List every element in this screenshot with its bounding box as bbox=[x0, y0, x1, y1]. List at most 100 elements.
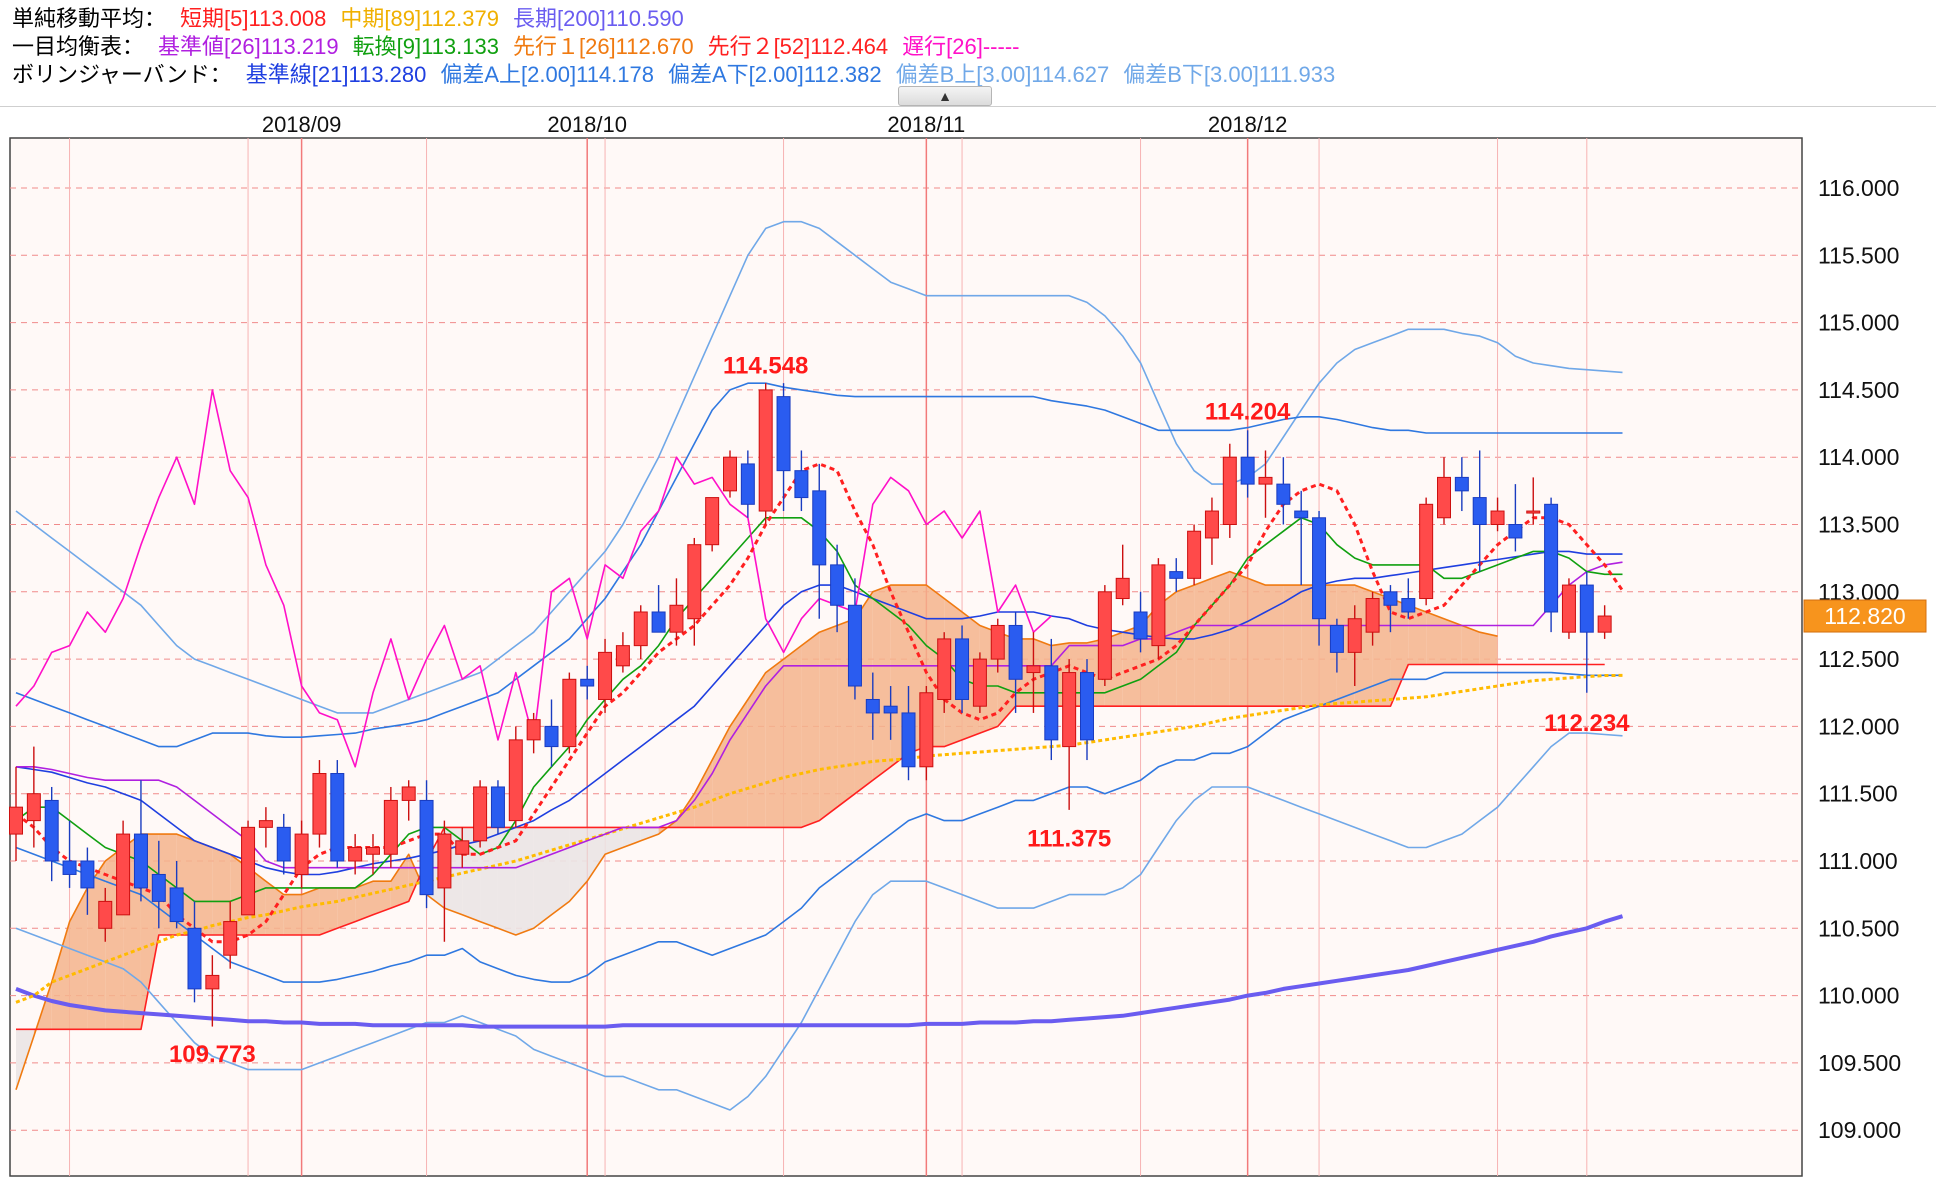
cloud-segment bbox=[194, 840, 213, 936]
price-chart[interactable]: 2018/09 2018/10 2018/11 2018/12 116.000 115.… bbox=[0, 108, 1936, 1186]
candle-body bbox=[1597, 615, 1612, 633]
current-price-tag: 112.820 bbox=[1803, 599, 1927, 633]
candle-body bbox=[526, 719, 541, 741]
candle-body bbox=[1044, 665, 1059, 741]
candle-body bbox=[151, 873, 166, 902]
bb-b-up-label: 偏差B上[3.00]114.627 bbox=[895, 62, 1110, 87]
senkou1-label: 先行１[26]112.670 bbox=[512, 34, 694, 59]
candle-body bbox=[794, 470, 809, 499]
candle-body bbox=[366, 847, 380, 855]
candle-body bbox=[562, 678, 577, 748]
candle-body bbox=[1472, 497, 1487, 525]
cloud-segment bbox=[587, 827, 606, 882]
candle-body bbox=[687, 544, 702, 620]
y-tick-label: 111.000 bbox=[1818, 848, 1898, 874]
ichimoku-legend-title: 一目均衡表： bbox=[12, 34, 145, 59]
candle-body bbox=[955, 638, 970, 700]
candle-body bbox=[1419, 503, 1434, 600]
cloud-segment bbox=[1408, 605, 1427, 665]
candle-body bbox=[62, 860, 77, 875]
senkou-span-a-line bbox=[15, 570, 1498, 1091]
cloud-segment bbox=[819, 625, 838, 821]
candle-body bbox=[276, 826, 291, 862]
cloud-segment bbox=[872, 585, 891, 781]
candle-body bbox=[1294, 510, 1309, 519]
candle-body bbox=[1347, 618, 1362, 653]
sma-legend-title: 単純移動平均： bbox=[12, 6, 167, 31]
candle-body bbox=[1276, 483, 1291, 505]
candles bbox=[9, 383, 1612, 1027]
candle-body bbox=[1454, 476, 1469, 492]
candle-body bbox=[830, 564, 845, 606]
cloud-segment bbox=[765, 659, 784, 828]
candle-body bbox=[615, 645, 630, 667]
candle-body bbox=[330, 773, 345, 862]
sma-short-line bbox=[15, 462, 1624, 944]
candle-body bbox=[1383, 591, 1398, 606]
cloud-segment bbox=[1122, 625, 1141, 707]
candle-body bbox=[98, 900, 113, 929]
bb-a-up-label: 偏差A上[2.00]114.178 bbox=[440, 62, 654, 87]
candle-body bbox=[883, 705, 898, 714]
candle-body bbox=[812, 490, 827, 566]
y-tick-label: 114.500 bbox=[1818, 377, 1899, 403]
candle-body bbox=[26, 793, 41, 822]
month-axis: 2018/09 2018/10 2018/11 2018/12 bbox=[262, 112, 1288, 137]
candle-body bbox=[1026, 665, 1041, 674]
sma-short-label: 短期[5]113.008 bbox=[180, 6, 327, 31]
candle-body bbox=[598, 651, 613, 700]
cloud-segment bbox=[801, 632, 820, 828]
candle-body bbox=[705, 497, 720, 546]
y-tick-label: 110.500 bbox=[1818, 915, 1899, 941]
candle-body bbox=[9, 806, 23, 835]
candle-body bbox=[990, 624, 1005, 660]
collapse-legend-button[interactable]: ▲ bbox=[898, 86, 992, 106]
candle-body bbox=[669, 604, 684, 633]
month-label: 2018/11 bbox=[887, 112, 965, 137]
cloud-segment bbox=[283, 894, 302, 936]
cloud-segment bbox=[69, 887, 88, 1030]
month-label: 2018/12 bbox=[1208, 112, 1288, 137]
candle-body bbox=[187, 927, 202, 990]
cloud-segment bbox=[480, 827, 498, 929]
candle-body bbox=[919, 692, 934, 768]
price-axis: 116.000 115.500 115.000 114.500 114.000 113.5… bbox=[1818, 175, 1901, 1143]
y-tick-label: 110.000 bbox=[1818, 983, 1899, 1009]
cloud-segment bbox=[212, 847, 231, 936]
cloud-segment bbox=[319, 887, 338, 936]
candle-body bbox=[1008, 624, 1023, 680]
y-tick-label: 113.500 bbox=[1818, 512, 1899, 538]
cloud-segment bbox=[1176, 585, 1195, 707]
cloud-segment bbox=[944, 598, 963, 747]
cloud-segment bbox=[355, 881, 373, 922]
bb-b-upper-line bbox=[15, 220, 1623, 714]
candle-body bbox=[1329, 624, 1344, 653]
cloud-segment bbox=[551, 827, 570, 915]
sma-long-line bbox=[15, 914, 1624, 1029]
candle-body bbox=[1222, 456, 1237, 526]
extreme-annotations: 114.548 114.204 109.773 111.375 112.234 bbox=[169, 352, 1630, 1068]
tenkan-label: 転換[9]113.133 bbox=[352, 34, 499, 59]
month-label: 2018/09 bbox=[262, 112, 342, 137]
candle-body bbox=[1508, 524, 1523, 539]
candle-body bbox=[1526, 510, 1541, 514]
senkou2-label: 先行２[52]112.464 bbox=[707, 34, 889, 59]
high-annotation: 114.204 bbox=[1205, 399, 1291, 426]
low-annotation: 112.234 bbox=[1544, 710, 1630, 737]
candle-body bbox=[490, 786, 505, 828]
bb-mid-label: 基準線[21]113.280 bbox=[245, 62, 427, 87]
candle-body bbox=[294, 833, 309, 875]
cloud-segment bbox=[1461, 625, 1480, 665]
candle-body bbox=[776, 396, 791, 472]
cloud-segment bbox=[1211, 571, 1230, 707]
cloud-segment bbox=[1265, 585, 1284, 707]
y-tick-label: 109.000 bbox=[1818, 1117, 1901, 1143]
candle-body bbox=[169, 887, 184, 923]
cloud-segment bbox=[1283, 585, 1302, 707]
candle-body bbox=[1204, 510, 1219, 539]
candle-body bbox=[401, 786, 416, 801]
candle-body bbox=[455, 840, 470, 855]
low-annotation: 111.375 bbox=[1027, 826, 1111, 853]
candle-body bbox=[1561, 584, 1576, 633]
cloud-segment bbox=[301, 887, 320, 936]
